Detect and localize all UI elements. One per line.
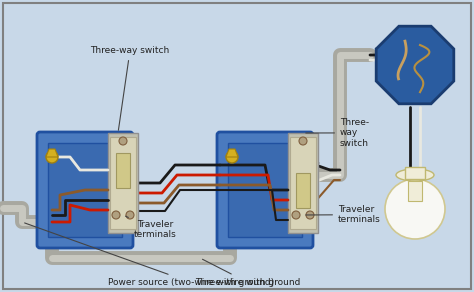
Circle shape bbox=[112, 211, 120, 219]
Circle shape bbox=[292, 211, 300, 219]
Circle shape bbox=[385, 179, 445, 239]
FancyBboxPatch shape bbox=[37, 132, 133, 248]
Circle shape bbox=[306, 211, 314, 219]
Bar bbox=[228, 143, 302, 237]
Bar bbox=[290, 137, 316, 229]
Text: Traveler
terminals: Traveler terminals bbox=[306, 205, 381, 224]
Bar bbox=[110, 137, 136, 229]
Circle shape bbox=[299, 137, 307, 145]
Text: Three-
way
switch: Three- way switch bbox=[306, 118, 369, 148]
Bar bbox=[108, 133, 138, 233]
Polygon shape bbox=[226, 149, 238, 157]
Bar bbox=[408, 181, 422, 201]
Text: Power source (two-wire with ground): Power source (two-wire with ground) bbox=[25, 223, 274, 287]
Bar bbox=[116, 153, 130, 188]
Text: Three-way switch: Three-way switch bbox=[91, 46, 170, 130]
FancyBboxPatch shape bbox=[217, 132, 313, 248]
Text: Three-wire with ground: Three-wire with ground bbox=[195, 259, 301, 287]
Bar bbox=[296, 173, 310, 208]
Ellipse shape bbox=[396, 169, 434, 181]
Text: Traveler
terminals: Traveler terminals bbox=[126, 216, 176, 239]
Circle shape bbox=[226, 151, 238, 163]
Circle shape bbox=[46, 151, 58, 163]
Bar bbox=[405, 167, 425, 179]
Circle shape bbox=[126, 211, 134, 219]
Bar bbox=[288, 133, 318, 233]
Circle shape bbox=[119, 137, 127, 145]
Polygon shape bbox=[46, 149, 58, 157]
Polygon shape bbox=[376, 26, 454, 104]
Bar bbox=[48, 143, 122, 237]
